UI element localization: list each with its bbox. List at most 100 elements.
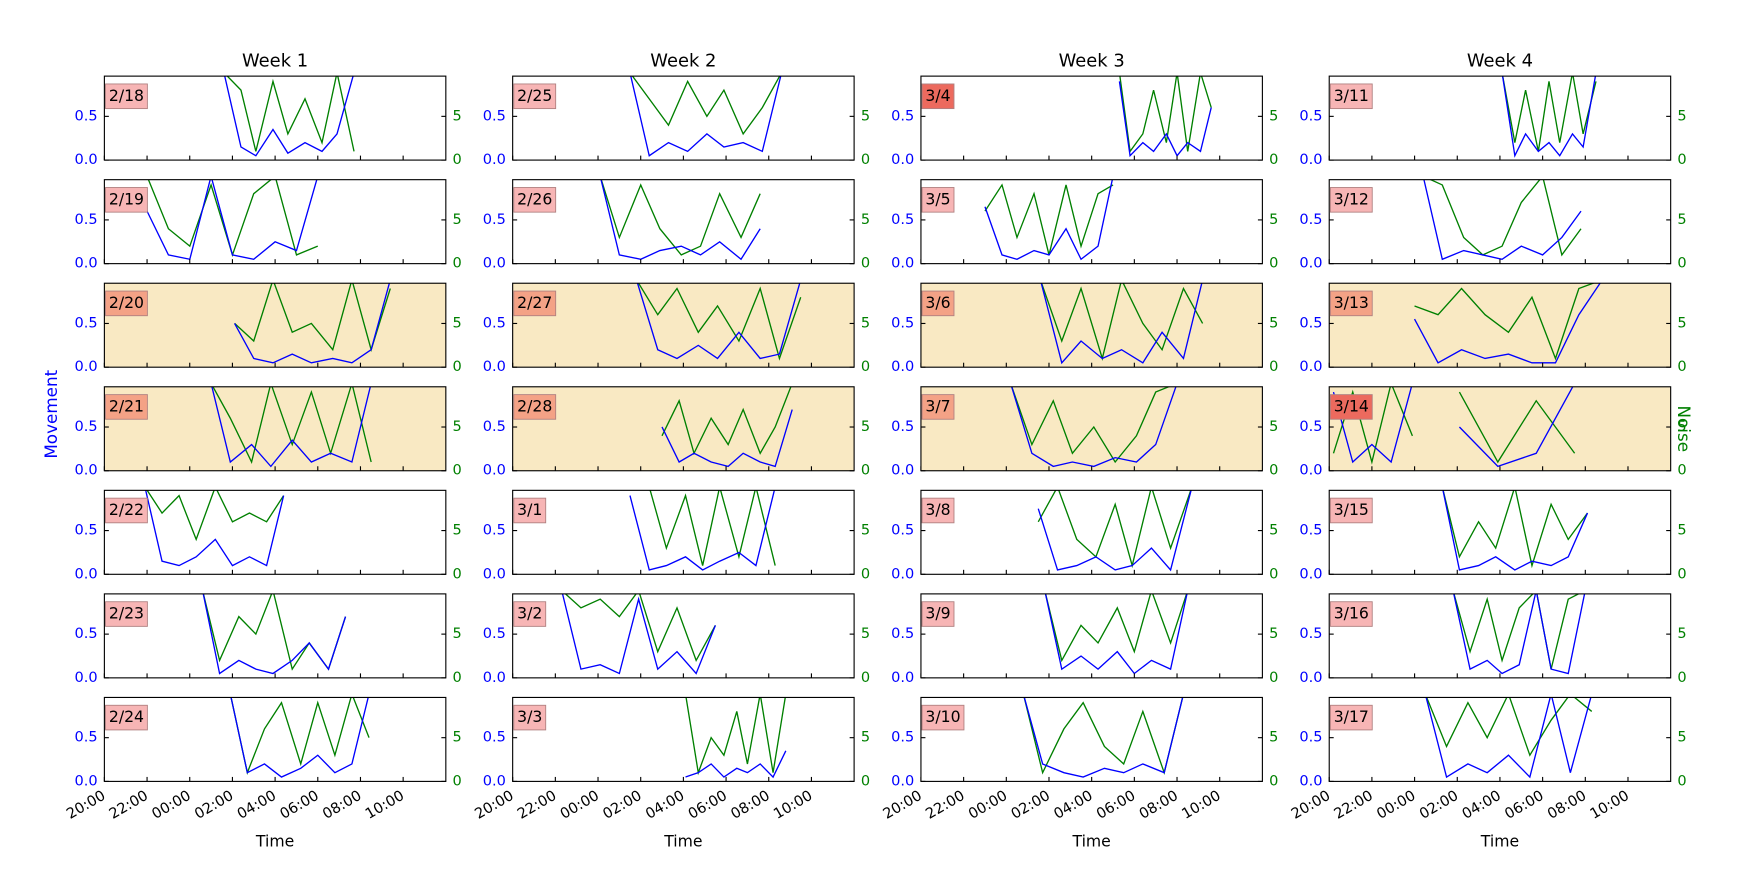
movement-line [629, 490, 776, 571]
panel-background [920, 490, 1263, 575]
date-label-box [513, 497, 547, 524]
movement-line [636, 283, 801, 360]
y2-tick-label: 5 [1677, 729, 1686, 746]
date-label: 3/8 [925, 500, 950, 519]
y2-tick-label: 5 [1269, 314, 1278, 331]
week-title: Week 4 [1467, 51, 1533, 72]
y-tick-label: 0.5 [483, 418, 506, 435]
x-tick-label: 04:00 [234, 787, 279, 823]
y-tick-label: 0.0 [1299, 462, 1322, 479]
y-tick-label: 0.0 [483, 462, 506, 479]
y-tick-label: 0.5 [1299, 107, 1322, 124]
date-label: 3/9 [925, 604, 950, 623]
noise-line [230, 697, 370, 775]
panel-background [920, 76, 1263, 161]
date-label: 2/21 [109, 396, 144, 415]
y2-tick-label: 0 [861, 151, 870, 168]
panel-background [512, 593, 855, 678]
panel-background [1329, 593, 1671, 678]
y2-tick-label: 0 [453, 255, 462, 272]
y2-tick-label: 0 [1677, 772, 1686, 789]
y2-tick-label: 0 [1677, 358, 1686, 375]
movement-line [1413, 283, 1601, 364]
panel-background [920, 697, 1263, 782]
x-tick-label: 22:00 [106, 787, 151, 823]
y-tick-label: 0.0 [891, 772, 914, 789]
y-tick-label: 0.5 [75, 625, 98, 642]
y2-tick-label: 5 [861, 211, 870, 228]
date-label-box [1329, 394, 1373, 420]
y-tick-label: 0.0 [75, 669, 98, 686]
y-tick-label: 0.0 [891, 151, 914, 168]
y2-tick-label: 0 [1269, 255, 1278, 272]
y-tick-label: 0.5 [891, 729, 914, 746]
y-tick-label: 0.5 [483, 314, 506, 331]
x-tick-label: 00:00 [149, 787, 194, 823]
y2-tick-label: 5 [1677, 418, 1686, 435]
date-label-box [921, 497, 955, 524]
x-axis-label: Time [1072, 831, 1111, 850]
movement-line [661, 409, 793, 468]
y2-tick-label: 0 [453, 772, 462, 789]
panel-background [920, 179, 1263, 264]
date-label-box [105, 83, 148, 110]
y-tick-label: 0.0 [891, 565, 914, 582]
movement-line [1442, 490, 1589, 571]
y-tick-label: 0.0 [75, 255, 98, 272]
panel-background [512, 697, 855, 782]
panel-background [1329, 76, 1671, 161]
noise-line [631, 76, 781, 136]
y-tick-label: 0.5 [1299, 625, 1322, 642]
y-tick-label: 0.5 [891, 522, 914, 539]
movement-line [224, 76, 354, 157]
y2-tick-label: 0 [861, 669, 870, 686]
panel-background [512, 76, 855, 161]
y-tick-label: 0.0 [483, 772, 506, 789]
y-tick-label: 0.5 [891, 211, 914, 228]
x-tick-label: 08:00 [320, 787, 365, 823]
y2-tick-label: 0 [1677, 151, 1686, 168]
noise-line [146, 490, 285, 542]
movement-line [233, 283, 391, 364]
x-tick-label: 10:00 [362, 787, 407, 823]
y2-tick-label: 0 [453, 151, 462, 168]
date-label: 3/3 [517, 707, 542, 726]
date-label: 2/25 [517, 86, 552, 105]
x-axis-label: Time [663, 831, 702, 850]
date-label: 2/18 [109, 86, 144, 105]
x-tick-label: 00:00 [966, 787, 1011, 823]
y2-tick-label: 0 [1677, 565, 1686, 582]
movement-line [600, 179, 761, 261]
y2-tick-label: 5 [453, 107, 462, 124]
y2-tick-label: 5 [453, 418, 462, 435]
y2-tick-label: 5 [1269, 107, 1278, 124]
y-tick-label: 0.0 [75, 358, 98, 375]
noise-line [1044, 593, 1188, 663]
y2-tick-label: 0 [453, 565, 462, 582]
x-tick-label: 04:00 [1051, 787, 1096, 823]
y2-tick-label: 0 [861, 565, 870, 582]
panel-background [512, 179, 855, 264]
date-label: 3/15 [1334, 500, 1369, 519]
y-tick-label: 0.0 [891, 255, 914, 272]
y-tick-label: 0.0 [1299, 151, 1322, 168]
x-tick-label: 00:00 [557, 787, 602, 823]
x-axis-label: Time [255, 831, 294, 850]
y-tick-label: 0.0 [1299, 358, 1322, 375]
y2-tick-label: 5 [861, 107, 870, 124]
noise-line [1037, 490, 1192, 569]
y2-tick-label: 0 [861, 772, 870, 789]
noise-line [649, 490, 776, 566]
y-tick-label: 0.5 [75, 418, 98, 435]
movement-line [1501, 76, 1597, 158]
panel-background [512, 386, 855, 471]
movement-line [1332, 386, 1574, 468]
y-tick-label: 0.0 [1299, 255, 1322, 272]
x-tick-label: 04:00 [1459, 787, 1504, 823]
movement-line [230, 697, 369, 778]
x-tick-label: 22:00 [1331, 787, 1376, 823]
y2-tick-label: 5 [861, 522, 870, 539]
y2-axis-label: Noise [1674, 405, 1694, 452]
y2-tick-label: 5 [453, 729, 462, 746]
y-tick-label: 0.0 [891, 358, 914, 375]
